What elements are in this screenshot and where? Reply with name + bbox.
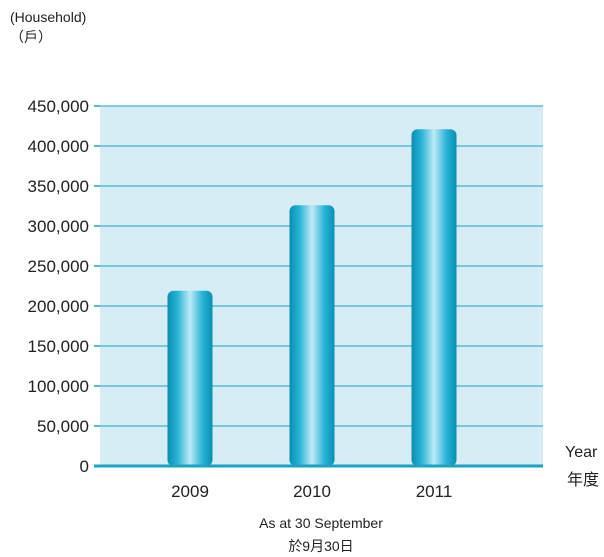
y-axis-unit-label: (Household) — [10, 9, 87, 25]
bar-2011 — [411, 129, 457, 466]
x-tick-label: 2010 — [293, 482, 331, 501]
y-tick-label: 200,000 — [28, 297, 89, 316]
bar-2010 — [289, 205, 335, 466]
y-axis-unit-label-chinese: （戶） — [10, 29, 52, 45]
x-tick-label: 2009 — [171, 482, 209, 501]
y-axis-ticks: 0 50,000 100,000 150,000 200,000 250,000 300,0… — [28, 97, 100, 476]
x-axis-title-chinese: 年度 — [567, 472, 600, 489]
bars — [167, 129, 457, 466]
x-tick-label: 2011 — [416, 482, 453, 501]
date-note-chinese: 於9月30日 — [288, 538, 354, 554]
y-tick-label: 250,000 — [28, 257, 89, 276]
y-tick-label: 300,000 — [28, 217, 89, 236]
date-note: As at 30 September — [259, 515, 383, 531]
y-tick-label: 350,000 — [28, 177, 89, 196]
y-tick-label: 0 — [80, 457, 89, 476]
y-tick-label: 400,000 — [28, 137, 89, 156]
bar-2009 — [167, 290, 213, 466]
y-tick-label: 150,000 — [28, 337, 89, 356]
bar-chart: 0 50,000 100,000 150,000 200,000 250,000 300,0… — [28, 97, 543, 501]
y-tick-label: 450,000 — [28, 97, 89, 116]
x-axis-ticks: 2009 2010 2011 — [171, 482, 452, 501]
x-axis-title: Year — [565, 444, 598, 461]
y-tick-label: 50,000 — [37, 417, 89, 436]
y-tick-label: 100,000 — [28, 377, 89, 396]
